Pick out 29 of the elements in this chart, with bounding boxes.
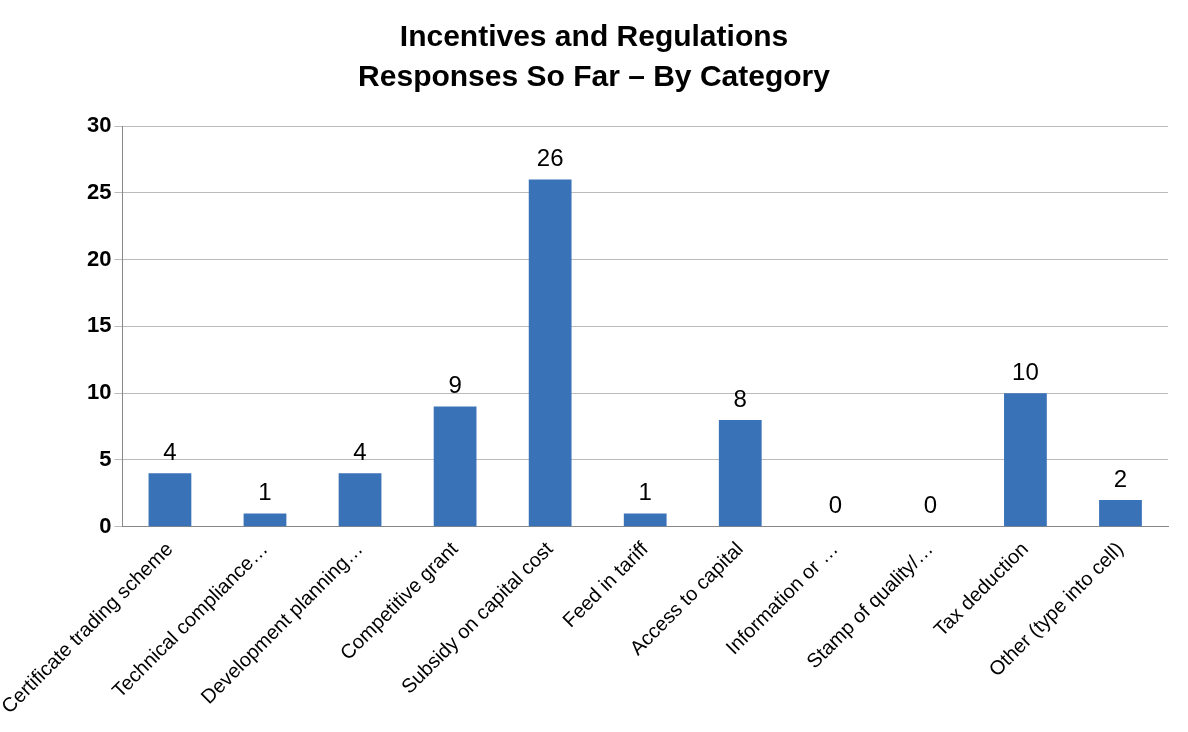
data-label: 8 [733,384,747,412]
y-tick-label: 20 [86,245,112,271]
data-label: 2 [1113,464,1128,492]
y-tick-label: 5 [99,446,112,472]
bar [1004,393,1047,527]
chart-title: Incentives and Regulations [399,19,789,53]
data-label: 10 [1012,357,1039,385]
bar [243,513,287,527]
y-tick-label: 15 [86,312,112,338]
data-label: 26 [536,144,564,172]
y-tick-label: 10 [86,379,112,405]
bar [433,406,477,527]
bar [148,473,192,527]
data-label: 9 [448,371,462,399]
chart-subtitle: Responses So Far – By Category [358,59,831,93]
data-label: 0 [923,491,938,519]
data-label: 4 [353,437,367,465]
bar [528,179,572,527]
bar [1099,500,1142,527]
data-label: 1 [258,478,272,506]
bar [623,513,667,527]
data-label: 4 [163,437,177,465]
bar [338,473,382,527]
y-tick-label: 30 [86,112,112,138]
data-label: 1 [638,478,652,506]
y-tick-label: 25 [86,178,112,204]
data-label: 0 [828,491,842,519]
y-tick-label: 0 [99,512,112,538]
bar [718,419,762,527]
